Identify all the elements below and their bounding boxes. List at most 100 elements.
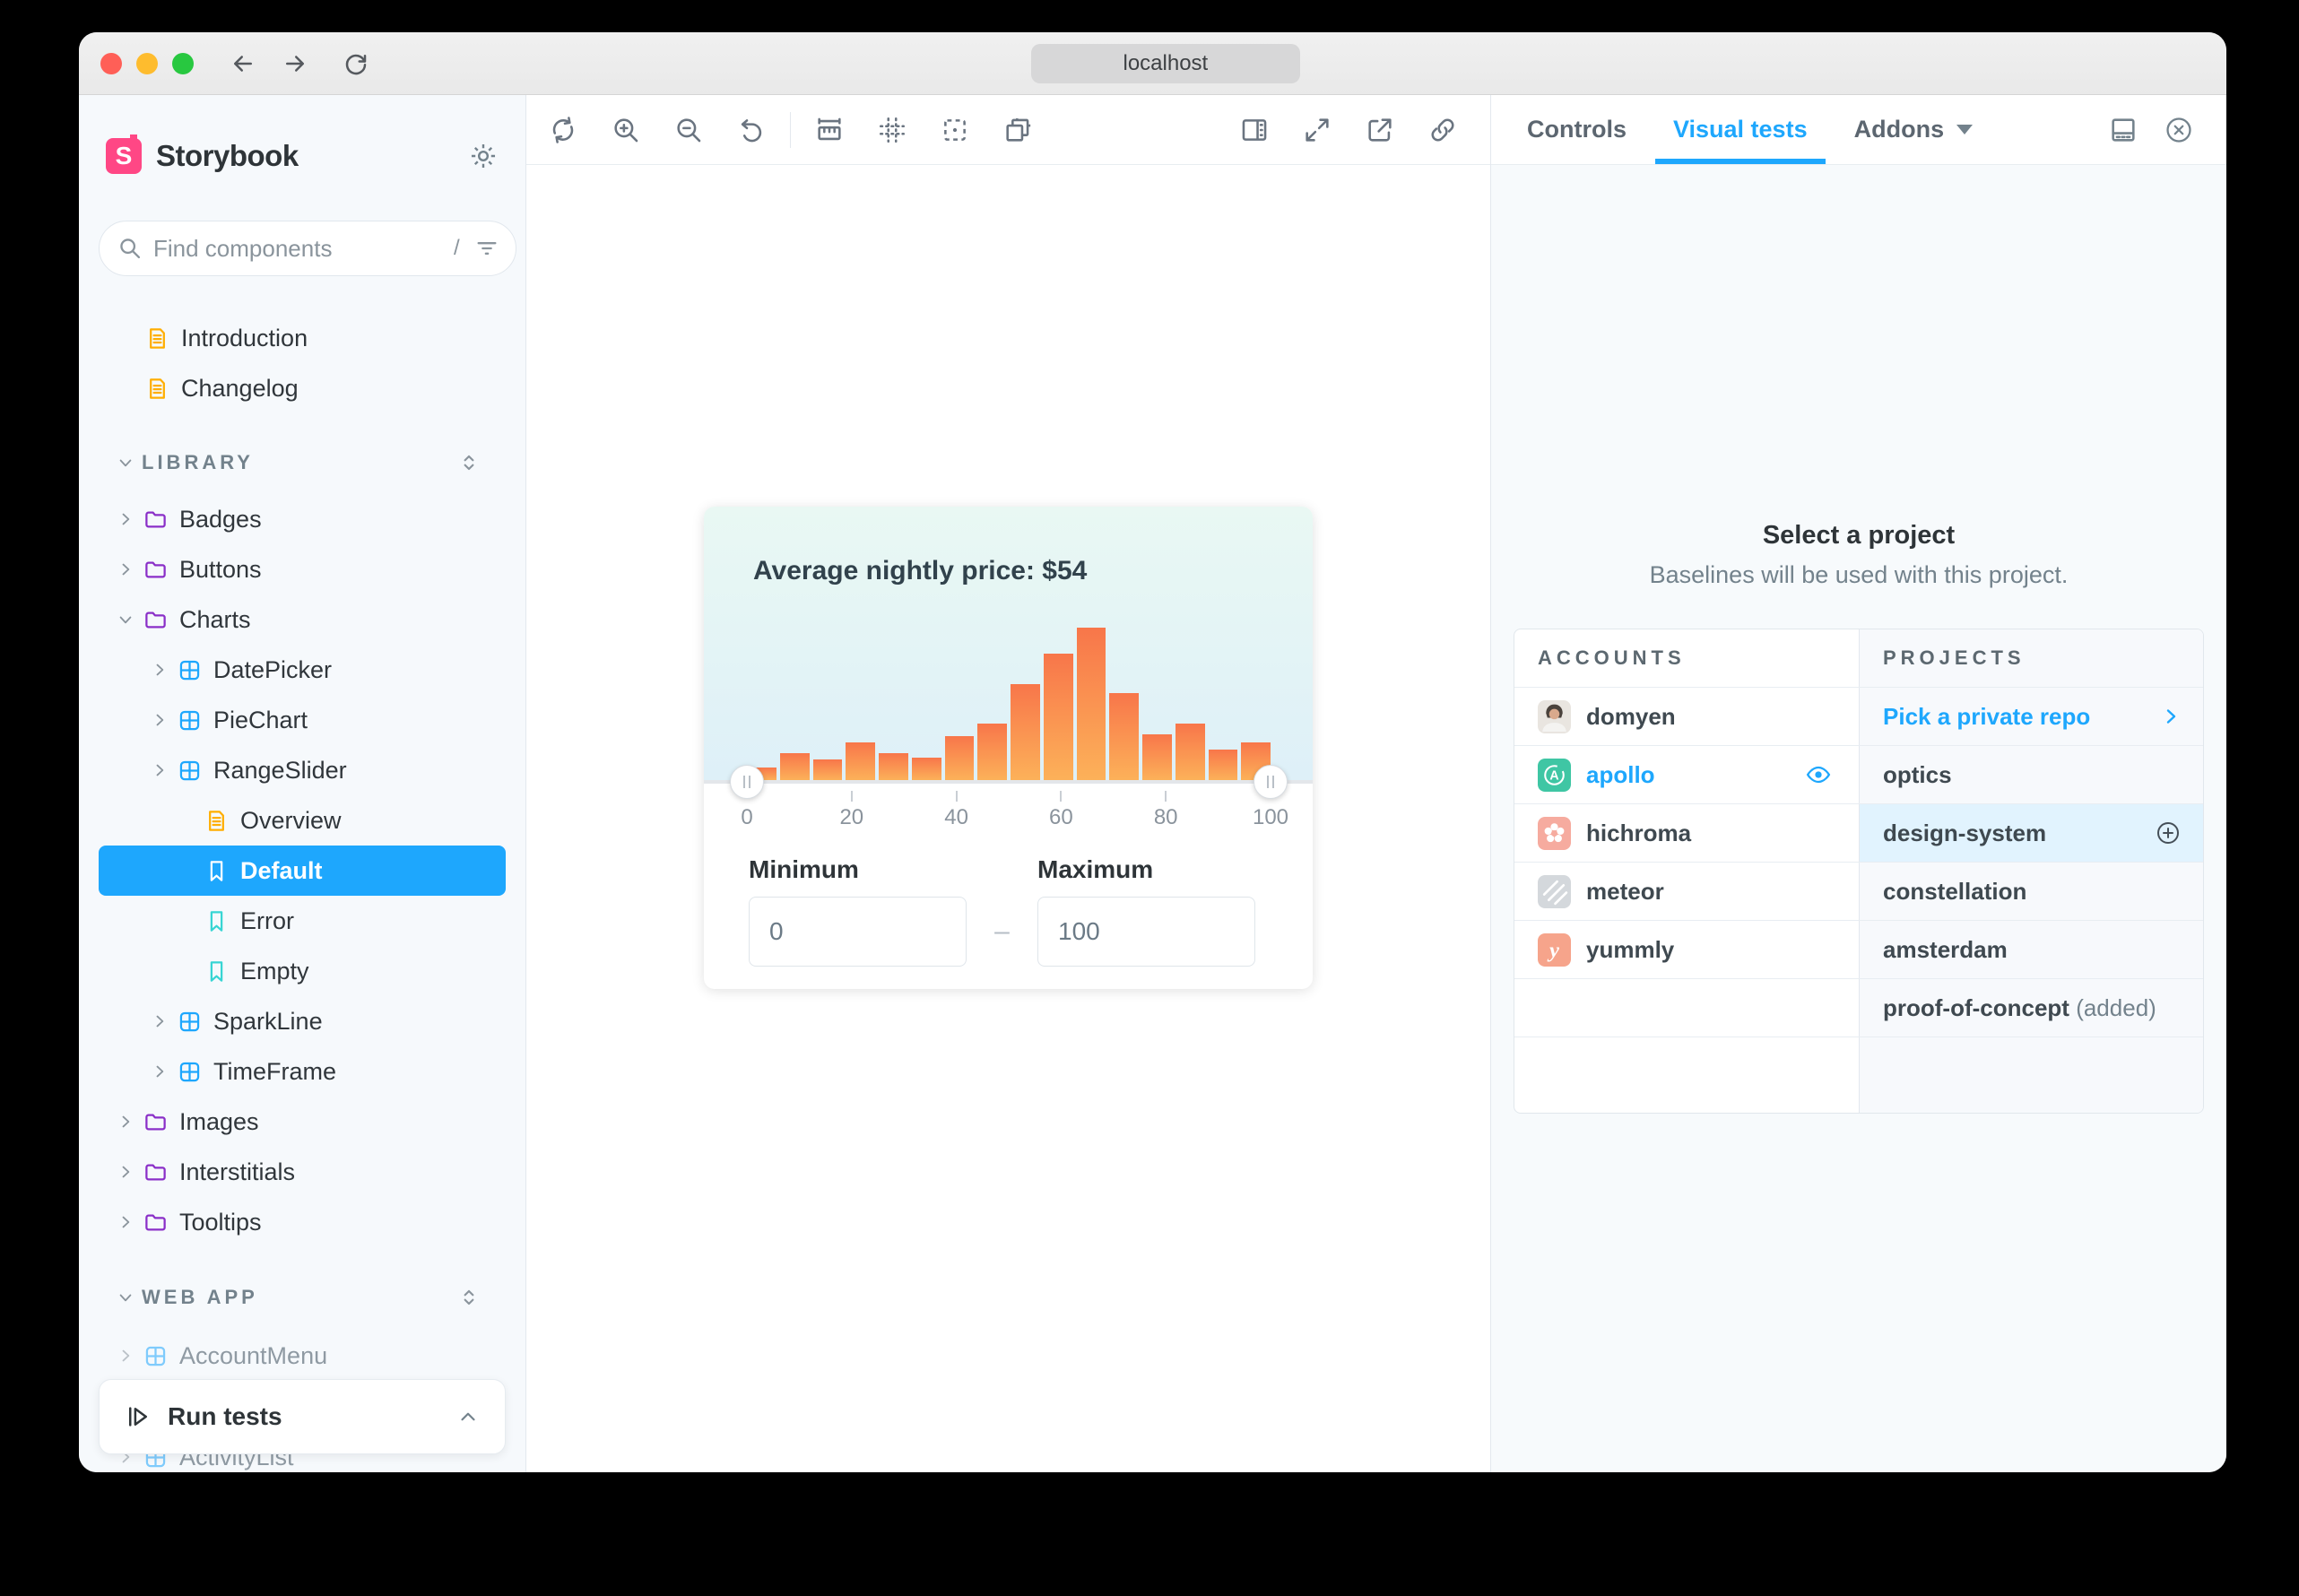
component-icon xyxy=(179,1062,200,1081)
project-cell[interactable]: Pick a private repo xyxy=(1859,688,2203,745)
account-cell[interactable]: meteor xyxy=(1514,863,1859,920)
account-cell[interactable]: hichroma xyxy=(1514,804,1859,862)
browser-tab[interactable]: localhost xyxy=(1030,44,1300,83)
search-field[interactable] xyxy=(153,234,454,263)
tree-item-label: Buttons xyxy=(179,555,262,583)
sidebar-item-introduction[interactable]: Introduction xyxy=(99,313,506,363)
project-name: amsterdam xyxy=(1883,935,2008,963)
account-name: domyen xyxy=(1586,702,1676,730)
maximum-input[interactable] xyxy=(1037,897,1255,967)
tree-item-label: Changelog xyxy=(181,374,299,402)
histogram-bar xyxy=(1076,628,1106,780)
zoom-window-button[interactable] xyxy=(172,52,194,74)
tree-item-label: Introduction xyxy=(181,324,308,351)
minimum-input[interactable] xyxy=(749,897,967,967)
project-cell[interactable]: amsterdam xyxy=(1859,921,2203,978)
open-new-tab-icon[interactable] xyxy=(1365,115,1395,145)
avatar-hichroma xyxy=(1538,816,1571,850)
sidebar-item-charts[interactable]: Charts xyxy=(99,594,506,645)
slider-track[interactable] xyxy=(704,765,1313,799)
sidebar-item-interstitials[interactable]: Interstitials xyxy=(99,1147,506,1197)
sidebar-item-timeframe[interactable]: TimeFrame xyxy=(99,1046,506,1097)
forward-icon[interactable] xyxy=(282,50,308,77)
expand-collapse-all-icon[interactable] xyxy=(457,1286,481,1309)
zoom-in-icon[interactable] xyxy=(611,115,641,145)
sidebar-item-error[interactable]: Error xyxy=(99,896,506,946)
bookmark-icon xyxy=(210,860,223,881)
run-tests-button[interactable]: Run tests xyxy=(99,1379,506,1454)
project-name: Pick a private repo xyxy=(1883,702,2091,730)
sidebar-item-sparkline[interactable]: SparkLine xyxy=(99,996,506,1046)
account-cell xyxy=(1514,979,1859,1037)
histogram-bar xyxy=(812,759,843,780)
axis-tick-label: 60 xyxy=(1049,805,1073,829)
backgrounds-icon[interactable] xyxy=(1002,115,1033,145)
project-cell[interactable]: optics xyxy=(1859,746,2203,803)
histogram-bar xyxy=(779,753,810,780)
avatar-apollo: A xyxy=(1538,758,1571,792)
account-cell[interactable]: domyen xyxy=(1514,688,1859,745)
tree-item-label: Error xyxy=(240,906,294,934)
folder-icon xyxy=(145,1114,166,1130)
canvas-toolbar xyxy=(526,95,1490,165)
copy-link-icon[interactable] xyxy=(1427,115,1458,145)
zoom-out-icon[interactable] xyxy=(673,115,704,145)
filter-icon[interactable] xyxy=(474,236,499,261)
fullscreen-icon[interactable] xyxy=(1302,115,1332,145)
chevron-up-icon[interactable] xyxy=(456,1405,480,1428)
sidebar-item-buttons[interactable]: Buttons xyxy=(99,544,506,594)
histogram-bar xyxy=(846,742,875,780)
sidebar-item-rangeslider[interactable]: RangeSlider xyxy=(99,745,506,795)
tab-controls[interactable]: Controls xyxy=(1527,116,1627,143)
chevron-down-icon xyxy=(119,1294,132,1302)
remount-icon[interactable] xyxy=(548,115,578,145)
sidebar-item-piechart[interactable]: PieChart xyxy=(99,695,506,745)
gear-icon[interactable] xyxy=(468,141,499,171)
panel-position-icon[interactable] xyxy=(2108,115,2139,145)
tab-visual-tests[interactable]: Visual tests xyxy=(1650,95,1831,164)
slider-handle-min[interactable] xyxy=(730,765,764,799)
sidebar-item-overview[interactable]: Overview xyxy=(99,795,506,846)
chevron-down-icon xyxy=(1956,125,1974,134)
project-cell[interactable]: design-system xyxy=(1859,804,2203,862)
sidebar-item-library[interactable]: LIBRARY xyxy=(99,438,506,488)
back-icon[interactable] xyxy=(230,50,256,77)
project-cell[interactable]: constellation xyxy=(1859,863,2203,920)
minimize-window-button[interactable] xyxy=(136,52,158,74)
project-status: (added) xyxy=(2069,993,2156,1021)
zoom-reset-icon[interactable] xyxy=(736,115,767,145)
sidebar-item-images[interactable]: Images xyxy=(99,1097,506,1147)
histogram-bar xyxy=(1043,653,1073,780)
sidebar-item-accountmenu[interactable]: AccountMenu xyxy=(99,1331,506,1381)
search-input[interactable]: / xyxy=(99,221,516,276)
canvas-pane: Average nightly price: $54 0 20 40 60 80 100 … xyxy=(526,95,1490,1472)
close-panel-icon[interactable] xyxy=(2164,115,2194,145)
grid-icon[interactable] xyxy=(877,115,907,145)
tab-addons-dropdown[interactable]: Addons xyxy=(1831,95,1997,164)
addons-panel-toggle-icon[interactable] xyxy=(1239,115,1270,145)
sidebar-item-badges[interactable]: Badges xyxy=(99,494,506,544)
browser-titlebar: localhost xyxy=(79,32,2226,95)
sidebar-item-default[interactable]: Default xyxy=(99,846,506,896)
project-cell[interactable]: proof-of-concept (added) xyxy=(1859,979,2203,1037)
histogram-bar xyxy=(1142,734,1172,780)
outline-icon[interactable] xyxy=(940,115,970,145)
panel-heading: Select a project xyxy=(1762,521,1956,550)
sidebar-item-web-app[interactable]: WEB APP xyxy=(99,1272,506,1323)
search-shortcut: / xyxy=(454,236,460,260)
folder-icon xyxy=(145,511,166,527)
sidebar-item-tooltips[interactable]: Tooltips xyxy=(99,1197,506,1247)
reload-icon[interactable] xyxy=(343,50,369,77)
sidebar-item-datepicker[interactable]: DatePicker xyxy=(99,645,506,695)
sidebar-item-changelog[interactable]: Changelog xyxy=(99,363,506,413)
measure-icon[interactable] xyxy=(814,115,845,145)
close-window-button[interactable] xyxy=(100,52,122,74)
add-project-icon[interactable] xyxy=(2155,820,2182,846)
slider-handle-max[interactable] xyxy=(1254,765,1288,799)
expand-collapse-all-icon[interactable] xyxy=(457,451,481,474)
sidebar-item-empty[interactable]: Empty xyxy=(99,946,506,996)
project-table: ACCOUNTS PROJECTS domyen Pick a private rep… xyxy=(1514,629,2204,1114)
account-cell[interactable]: y yummly xyxy=(1514,921,1859,978)
